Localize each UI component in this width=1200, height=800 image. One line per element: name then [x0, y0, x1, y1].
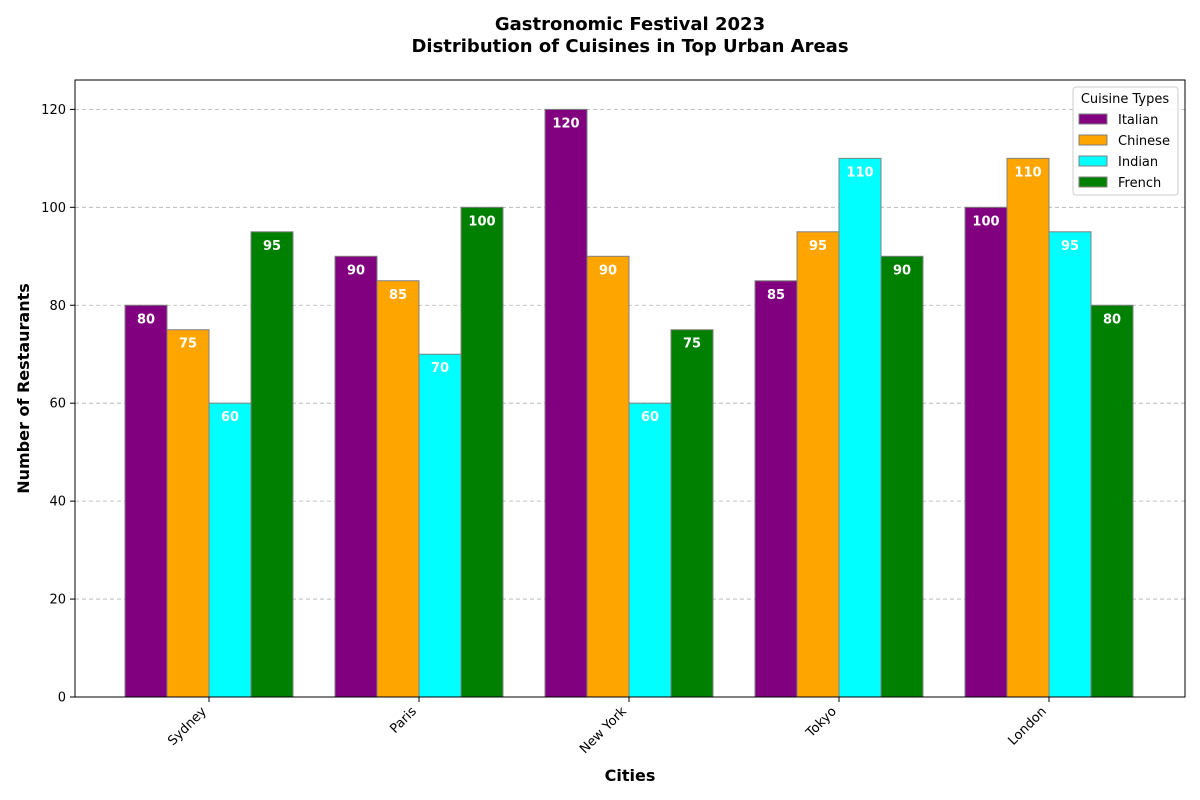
- bar-indian-tokyo: [838, 157, 882, 698]
- y-tick-label: 60: [49, 397, 66, 412]
- bar-indian-london: [1048, 231, 1092, 698]
- bar-value-label: 80: [137, 312, 155, 327]
- plot-frame: [74, 79, 1186, 698]
- y-axis-label: Number of Restaurants: [14, 283, 33, 494]
- y-axis: 0 20 40 60 80 100 120: [41, 103, 75, 706]
- legend-swatch-indian: [1078, 155, 1108, 167]
- legend-label-french: French: [1118, 176, 1161, 191]
- bar-value-label: 95: [1061, 239, 1079, 254]
- x-tick-label: Sydney: [165, 704, 210, 749]
- bar-french-paris: [460, 206, 504, 698]
- bar-value-label: 100: [972, 214, 999, 229]
- bar-chinese-paris: [376, 280, 420, 698]
- y-tick-label: 120: [41, 103, 66, 118]
- legend-swatch-italian: [1078, 113, 1108, 125]
- bar-value-label: 90: [347, 263, 365, 278]
- x-axis: Sydney Paris New York Tokyo London: [165, 697, 1050, 757]
- chart-subtitle: Distribution of Cuisines in Top Urban Ar…: [411, 36, 848, 57]
- bar-indian-new-york: [628, 402, 672, 698]
- legend-swatch-chinese: [1078, 134, 1108, 146]
- legend: Cuisine Types Italian Chinese Indian French: [1072, 86, 1179, 196]
- bar-value-label: 110: [1014, 165, 1041, 180]
- bar-chinese-sydney: [166, 329, 210, 698]
- bar-indian-sydney: [208, 402, 252, 698]
- bar-labels: 80 90 120 85 100 75 85 90 95 110 60 70 60 110 95 95 100 7…: [137, 116, 1121, 425]
- bar-chinese-tokyo: [796, 231, 840, 698]
- x-tick-label: Paris: [387, 704, 420, 737]
- bar-french-london: [1090, 304, 1134, 698]
- bars: [124, 108, 1134, 698]
- x-axis-label: Cities: [605, 766, 656, 785]
- bar-value-label: 120: [552, 116, 579, 131]
- x-tick-label: Tokyo: [803, 704, 840, 741]
- bar-italian-sydney: [124, 304, 168, 698]
- bar-chinese-london: [1006, 157, 1050, 698]
- bar-value-label: 95: [809, 239, 827, 254]
- bar-value-label: 60: [641, 410, 659, 425]
- legend-label-chinese: Chinese: [1118, 134, 1170, 149]
- bar-italian-paris: [334, 255, 378, 698]
- y-tick-label: 20: [49, 593, 66, 608]
- x-tick-label: London: [1006, 704, 1050, 748]
- y-tick-label: 100: [41, 201, 66, 216]
- bar-value-label: 85: [389, 288, 407, 303]
- bar-italian-london: [964, 206, 1008, 698]
- legend-title: Cuisine Types: [1081, 92, 1170, 107]
- bar-italian-new-york: [544, 108, 588, 698]
- bar-value-label: 100: [468, 214, 495, 229]
- chart-title: Gastronomic Festival 2023: [495, 14, 765, 35]
- bar-value-label: 75: [683, 337, 701, 352]
- bar-french-new-york: [670, 329, 714, 698]
- legend-label-italian: Italian: [1118, 113, 1158, 128]
- legend-label-indian: Indian: [1118, 155, 1158, 170]
- bar-value-label: 85: [767, 288, 785, 303]
- bar-value-label: 80: [1103, 312, 1121, 327]
- bar-value-label: 75: [179, 337, 197, 352]
- bar-value-label: 70: [431, 361, 449, 376]
- bar-french-tokyo: [880, 255, 924, 698]
- x-tick-label: New York: [577, 704, 630, 757]
- bar-value-label: 95: [263, 239, 281, 254]
- y-tick-label: 40: [49, 495, 66, 510]
- bar-value-label: 90: [893, 263, 911, 278]
- bar-chinese-new-york: [586, 255, 630, 698]
- bar-french-sydney: [250, 231, 294, 698]
- bar-value-label: 110: [846, 165, 873, 180]
- y-tick-label: 0: [58, 691, 66, 706]
- bar-value-label: 60: [221, 410, 239, 425]
- bar-italian-tokyo: [754, 280, 798, 698]
- bar-indian-paris: [418, 353, 462, 698]
- legend-swatch-french: [1078, 176, 1108, 188]
- y-tick-label: 80: [49, 299, 66, 314]
- bar-value-label: 90: [599, 263, 617, 278]
